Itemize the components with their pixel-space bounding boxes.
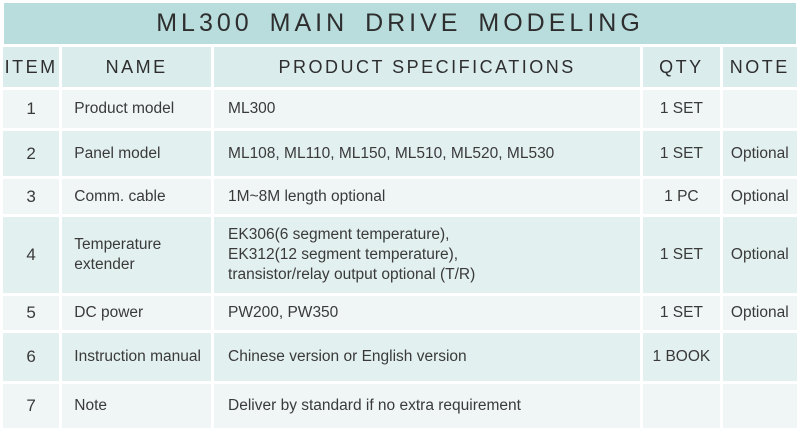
cell-spec: ML108, ML110, ML150, ML510, ML520, ML530 <box>214 131 641 176</box>
cell-spec: PW200, PW350 <box>214 296 641 330</box>
table-row: 3 Comm. cable 1M~8M length optional 1 PC… <box>3 179 797 214</box>
table-body: 1 Product model ML300 1 SET 2 Panel mode… <box>3 90 797 428</box>
cell-spec: Deliver by standard if no extra requirem… <box>214 384 641 428</box>
cell-note: Optional <box>722 217 797 293</box>
cell-spec: Chinese version or English version <box>214 333 641 381</box>
cell-qty: 1 SET <box>643 90 720 128</box>
column-header-product-specifications: PRODUCT SPECIFICATIONS <box>214 47 641 87</box>
spec-table: ITEM NAME PRODUCT SPECIFICATIONS QTY NOT… <box>0 44 800 431</box>
cell-item: 7 <box>3 384 60 428</box>
cell-note: Optional <box>722 179 797 214</box>
cell-item: 2 <box>3 131 60 176</box>
cell-qty: 1 SET <box>643 296 720 330</box>
cell-note: Optional <box>722 131 797 176</box>
column-header-note: NOTE <box>722 47 797 87</box>
cell-spec: EK306(6 segment temperature), EK312(12 s… <box>214 217 641 293</box>
cell-qty: 1 BOOK <box>643 333 720 381</box>
cell-spec: ML300 <box>214 90 641 128</box>
cell-item: 1 <box>3 90 60 128</box>
cell-name: Product model <box>62 90 212 128</box>
cell-note <box>722 384 797 428</box>
column-header-qty: QTY <box>643 47 720 87</box>
cell-qty: 1 PC <box>643 179 720 214</box>
column-header-item: ITEM <box>3 47 60 87</box>
cell-name: DC power <box>62 296 212 330</box>
cell-spec: 1M~8M length optional <box>214 179 641 214</box>
cell-name: Note <box>62 384 212 428</box>
column-header-name: NAME <box>62 47 212 87</box>
table-row: 6 Instruction manual Chinese version or … <box>3 333 797 381</box>
cell-note: Optional <box>722 296 797 330</box>
cell-note <box>722 333 797 381</box>
cell-name: Panel model <box>62 131 212 176</box>
cell-qty: 1 SET <box>643 217 720 293</box>
table-row: 4 Temperature extender EK306(6 segment t… <box>3 217 797 293</box>
cell-name: Comm. cable <box>62 179 212 214</box>
table-header: ITEM NAME PRODUCT SPECIFICATIONS QTY NOT… <box>3 47 797 87</box>
table-row: 7 Note Deliver by standard if no extra r… <box>3 384 797 428</box>
cell-item: 5 <box>3 296 60 330</box>
cell-item: 4 <box>3 217 60 293</box>
page-title: ML300 MAIN DRIVE MODELING <box>4 3 796 44</box>
cell-qty: 1 SET <box>643 131 720 176</box>
cell-note <box>722 90 797 128</box>
cell-item: 6 <box>3 333 60 381</box>
cell-name: Temperature extender <box>62 217 212 293</box>
table-row: 2 Panel model ML108, ML110, ML150, ML510… <box>3 131 797 176</box>
cell-item: 3 <box>3 179 60 214</box>
cell-name: Instruction manual <box>62 333 212 381</box>
cell-qty <box>643 384 720 428</box>
header-row: ITEM NAME PRODUCT SPECIFICATIONS QTY NOT… <box>3 47 797 87</box>
table-row: 1 Product model ML300 1 SET <box>3 90 797 128</box>
table-row: 5 DC power PW200, PW350 1 SET Optional <box>3 296 797 330</box>
